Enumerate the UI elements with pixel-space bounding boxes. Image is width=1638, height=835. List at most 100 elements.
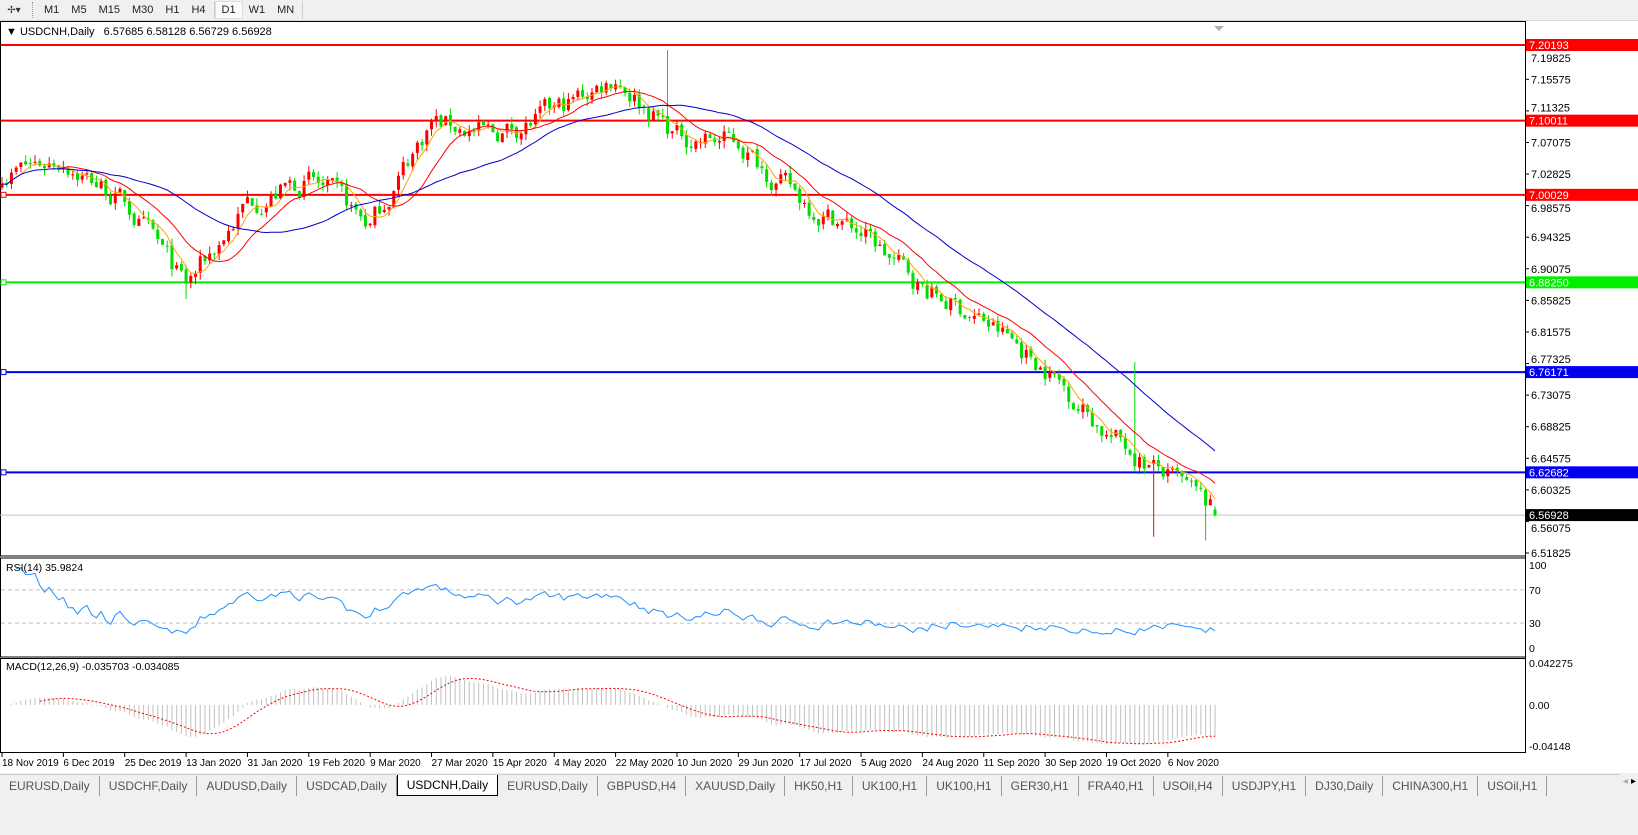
candle-body [538, 106, 542, 113]
candle-body [1024, 349, 1028, 358]
macd-label: MACD(12,26,9) -0.035703 -0.034085 [6, 661, 180, 673]
timeframe-d1[interactable]: D1 [214, 1, 243, 19]
candle-body [42, 165, 46, 169]
candle-body [425, 130, 429, 145]
tab-china300-h1[interactable]: CHINA300,H1 [1383, 776, 1479, 796]
price-tick-label: 6.77325 [1531, 354, 1571, 366]
candle-body [274, 193, 278, 199]
candle-body [519, 133, 523, 140]
status-area [0, 797, 1638, 835]
collapse-triangle-icon[interactable]: ▼ [6, 26, 17, 38]
macd-pane-border [0, 658, 1526, 753]
candle-body [1147, 465, 1151, 468]
candle-body [774, 183, 778, 190]
timeframe-m1[interactable]: M1 [44, 4, 60, 16]
tab-gbpusd-h4[interactable]: GBPUSD,H4 [598, 776, 687, 796]
level-line-handle [0, 369, 7, 376]
tab-eurusd-daily[interactable]: EURUSD,Daily [0, 776, 100, 796]
toolbar-grip [32, 2, 34, 18]
candle-body [104, 179, 108, 196]
candle-body [807, 202, 811, 216]
chart-shift-marker-icon [1214, 26, 1224, 31]
candle-body [170, 244, 174, 270]
candle-body [543, 99, 547, 106]
tab-ger30-h1[interactable]: GER30,H1 [1002, 776, 1079, 796]
candle-body [864, 229, 868, 237]
timeframe-w1[interactable]: W1 [248, 4, 266, 16]
rsi-tick-label: 100 [1529, 560, 1547, 572]
rsi-tick-label: 70 [1529, 585, 1541, 597]
date-tick-label: 17 Jul 2020 [800, 758, 852, 769]
candle-body [118, 188, 122, 193]
candle-body [458, 129, 462, 133]
toolbar-divider [302, 1, 304, 19]
tab-fra40-h1[interactable]: FRA40,H1 [1079, 776, 1154, 796]
tab-scroll-right-icon[interactable]: ▸ [1630, 776, 1636, 787]
candle-body [873, 231, 877, 247]
timeframe-h4[interactable]: H4 [191, 4, 206, 16]
candle-body [746, 152, 750, 160]
chart-window[interactable]: 7.19825 7.15575 7.11325 7.07075 7.02825 6.985… [0, 21, 1638, 773]
tab-uk100-h1[interactable]: UK100,H1 [853, 776, 928, 796]
tab-eurusd-daily[interactable]: EURUSD,Daily [498, 776, 598, 796]
tab-scroll-left-icon[interactable]: ◂ [1622, 776, 1628, 787]
candle-body [656, 110, 660, 116]
main-pane-border [0, 21, 1526, 557]
candle-body [505, 123, 509, 133]
price-level-label: 6.62682 [1529, 467, 1569, 479]
tab-usdjpy-h1[interactable]: USDJPY,H1 [1223, 776, 1307, 796]
tab-xauusd-daily[interactable]: XAUUSD,Daily [686, 776, 786, 796]
candle-body [222, 240, 226, 245]
date-tick-label: 9 Mar 2020 [370, 758, 421, 769]
candle-body [208, 253, 212, 261]
tab-scroll[interactable]: ◂ ▸ [1623, 776, 1636, 787]
timeframe-m30[interactable]: M30 [131, 4, 154, 16]
timeframe-mn[interactable]: MN [277, 4, 295, 16]
candle-body [779, 174, 783, 184]
candle-body [684, 135, 688, 148]
tab-uk100-h1[interactable]: UK100,H1 [927, 776, 1002, 796]
tab-usdchf-daily[interactable]: USDCHF,Daily [100, 776, 198, 796]
candle-body [330, 178, 334, 181]
candle-body [802, 202, 806, 205]
candle-body [439, 115, 443, 127]
tab-audusd-daily[interactable]: AUDUSD,Daily [197, 776, 298, 796]
candle-body [812, 216, 816, 220]
macd-tick-label: -0.04148 [1529, 741, 1571, 753]
date-tick-label: 4 May 2020 [554, 758, 607, 769]
candle-body [887, 254, 891, 258]
tab-usoil-h1[interactable]: USOil,H1 [1478, 776, 1548, 796]
timeframe-m15[interactable]: M15 [98, 4, 120, 16]
crosshair-cursor-icon[interactable]: ✢▾ [7, 4, 21, 16]
candle-body [883, 243, 887, 256]
chart-canvas[interactable]: 7.19825 7.15575 7.11325 7.07075 7.02825 6.985… [0, 21, 1638, 773]
tab-hk50-h1[interactable]: HK50,H1 [785, 776, 853, 796]
candle-body [953, 297, 957, 299]
candle-body [415, 142, 419, 153]
candle-body [533, 113, 537, 125]
tab-usdcnh-daily[interactable]: USDCNH,Daily [396, 775, 499, 796]
timeframe-h1[interactable]: H1 [165, 4, 180, 16]
candle-body [359, 209, 363, 217]
candle-body [623, 87, 627, 94]
date-tick-label: 25 Dec 2019 [125, 758, 182, 769]
price-level-label: 7.20193 [1529, 40, 1569, 52]
candle-body [448, 114, 452, 126]
price-level-badge [1526, 114, 1638, 127]
rsi-label: RSI(14) 35.9824 [6, 562, 84, 574]
candle-body [713, 138, 717, 143]
chart-symbol: USDCNH,Daily [19, 26, 95, 38]
candle-body [651, 111, 655, 120]
candle-body [1005, 329, 1009, 334]
candle-body [491, 124, 495, 133]
candle-body [217, 245, 221, 255]
candle-body [637, 94, 641, 108]
tab-usdcad-daily[interactable]: USDCAD,Daily [297, 776, 397, 796]
tab-dj30-daily[interactable]: DJ30,Daily [1306, 776, 1384, 796]
candle-body [212, 253, 216, 255]
candle-body [9, 172, 13, 184]
tab-usoil-h4[interactable]: USOil,H4 [1154, 776, 1223, 796]
candle-body [1189, 480, 1193, 482]
price-tick-label: 7.15575 [1531, 74, 1571, 86]
timeframe-m5[interactable]: M5 [71, 4, 87, 16]
